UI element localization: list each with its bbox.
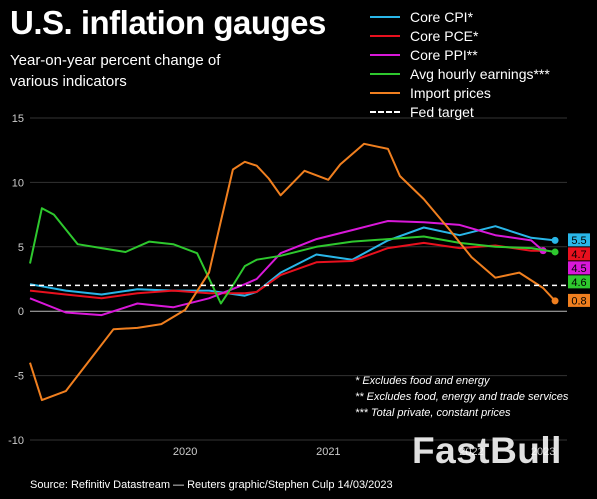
y-tick-label: 10 [12,177,24,189]
legend-swatch [370,34,400,37]
legend-label: Core CPI* [410,8,474,25]
legend-label: Core PCE* [410,27,479,44]
series-line [29,220,544,317]
source-credit: Source: Refinitiv Datastream — Reuters g… [30,479,393,491]
y-tick-label: -10 [8,435,24,447]
y-tick-label: -5 [14,371,24,383]
y-tick-label: 15 [12,113,24,125]
footnote: *** Total private, constant prices [355,407,511,419]
legend-swatch [370,15,400,18]
legend-swatch [370,53,400,56]
x-tick-label: 2021 [316,446,340,458]
legend: Core CPI* Core PCE* Core PPI** Avg hourly e… [370,7,550,121]
y-tick-label: 5 [18,242,24,254]
watermark-logo: FastBull [412,430,562,471]
legend-item: Core PPI** [370,45,550,64]
end-value-badge [568,293,590,307]
end-value-badge [568,275,590,289]
footnote: * Excludes food and energy [355,375,490,387]
chart-title: U.S. inflation gauges [10,4,326,41]
chart-subtitle: Year-on-year percent change of various i… [10,52,221,90]
legend-item: Core PCE* [370,26,550,45]
end-value-label: 4.6 [571,277,586,289]
x-tick-label: 2023 [531,446,555,458]
end-value-label: 4.7 [571,249,586,261]
legend-swatch [370,72,400,75]
footnote: ** Excludes food, energy and trade servi… [355,391,569,403]
legend-swatch [370,91,400,94]
legend-label: Core PPI** [410,46,478,63]
series-line [29,225,556,297]
x-tick-label: 2020 [173,446,197,458]
legend-item: Core CPI* [370,7,550,26]
series-line [29,241,544,300]
series-end-point [551,248,559,256]
series-end-point [551,236,559,244]
y-tick-label: 0 [18,306,24,318]
end-value-label: 0.8 [571,295,586,307]
legend-swatch [370,110,400,113]
legend-label: Import prices [410,84,491,101]
series-line [29,142,556,402]
end-value-label: 5.5 [571,235,586,247]
legend-item: Fed target [370,102,550,121]
x-tick-label: 2022 [459,446,483,458]
series-end-point [551,297,559,305]
end-value-badge [568,247,590,261]
legend-label: Avg hourly earnings*** [410,65,550,82]
end-value-badge [568,233,590,247]
legend-item: Avg hourly earnings*** [370,64,550,83]
legend-label: Fed target [410,103,474,120]
end-value-badge [568,261,590,275]
series-line [29,207,556,305]
footnotes: * Excludes food and energy ** Excludes fo… [355,373,568,421]
legend-item: Import prices [370,83,550,102]
end-value-label: 4.5 [571,263,586,275]
